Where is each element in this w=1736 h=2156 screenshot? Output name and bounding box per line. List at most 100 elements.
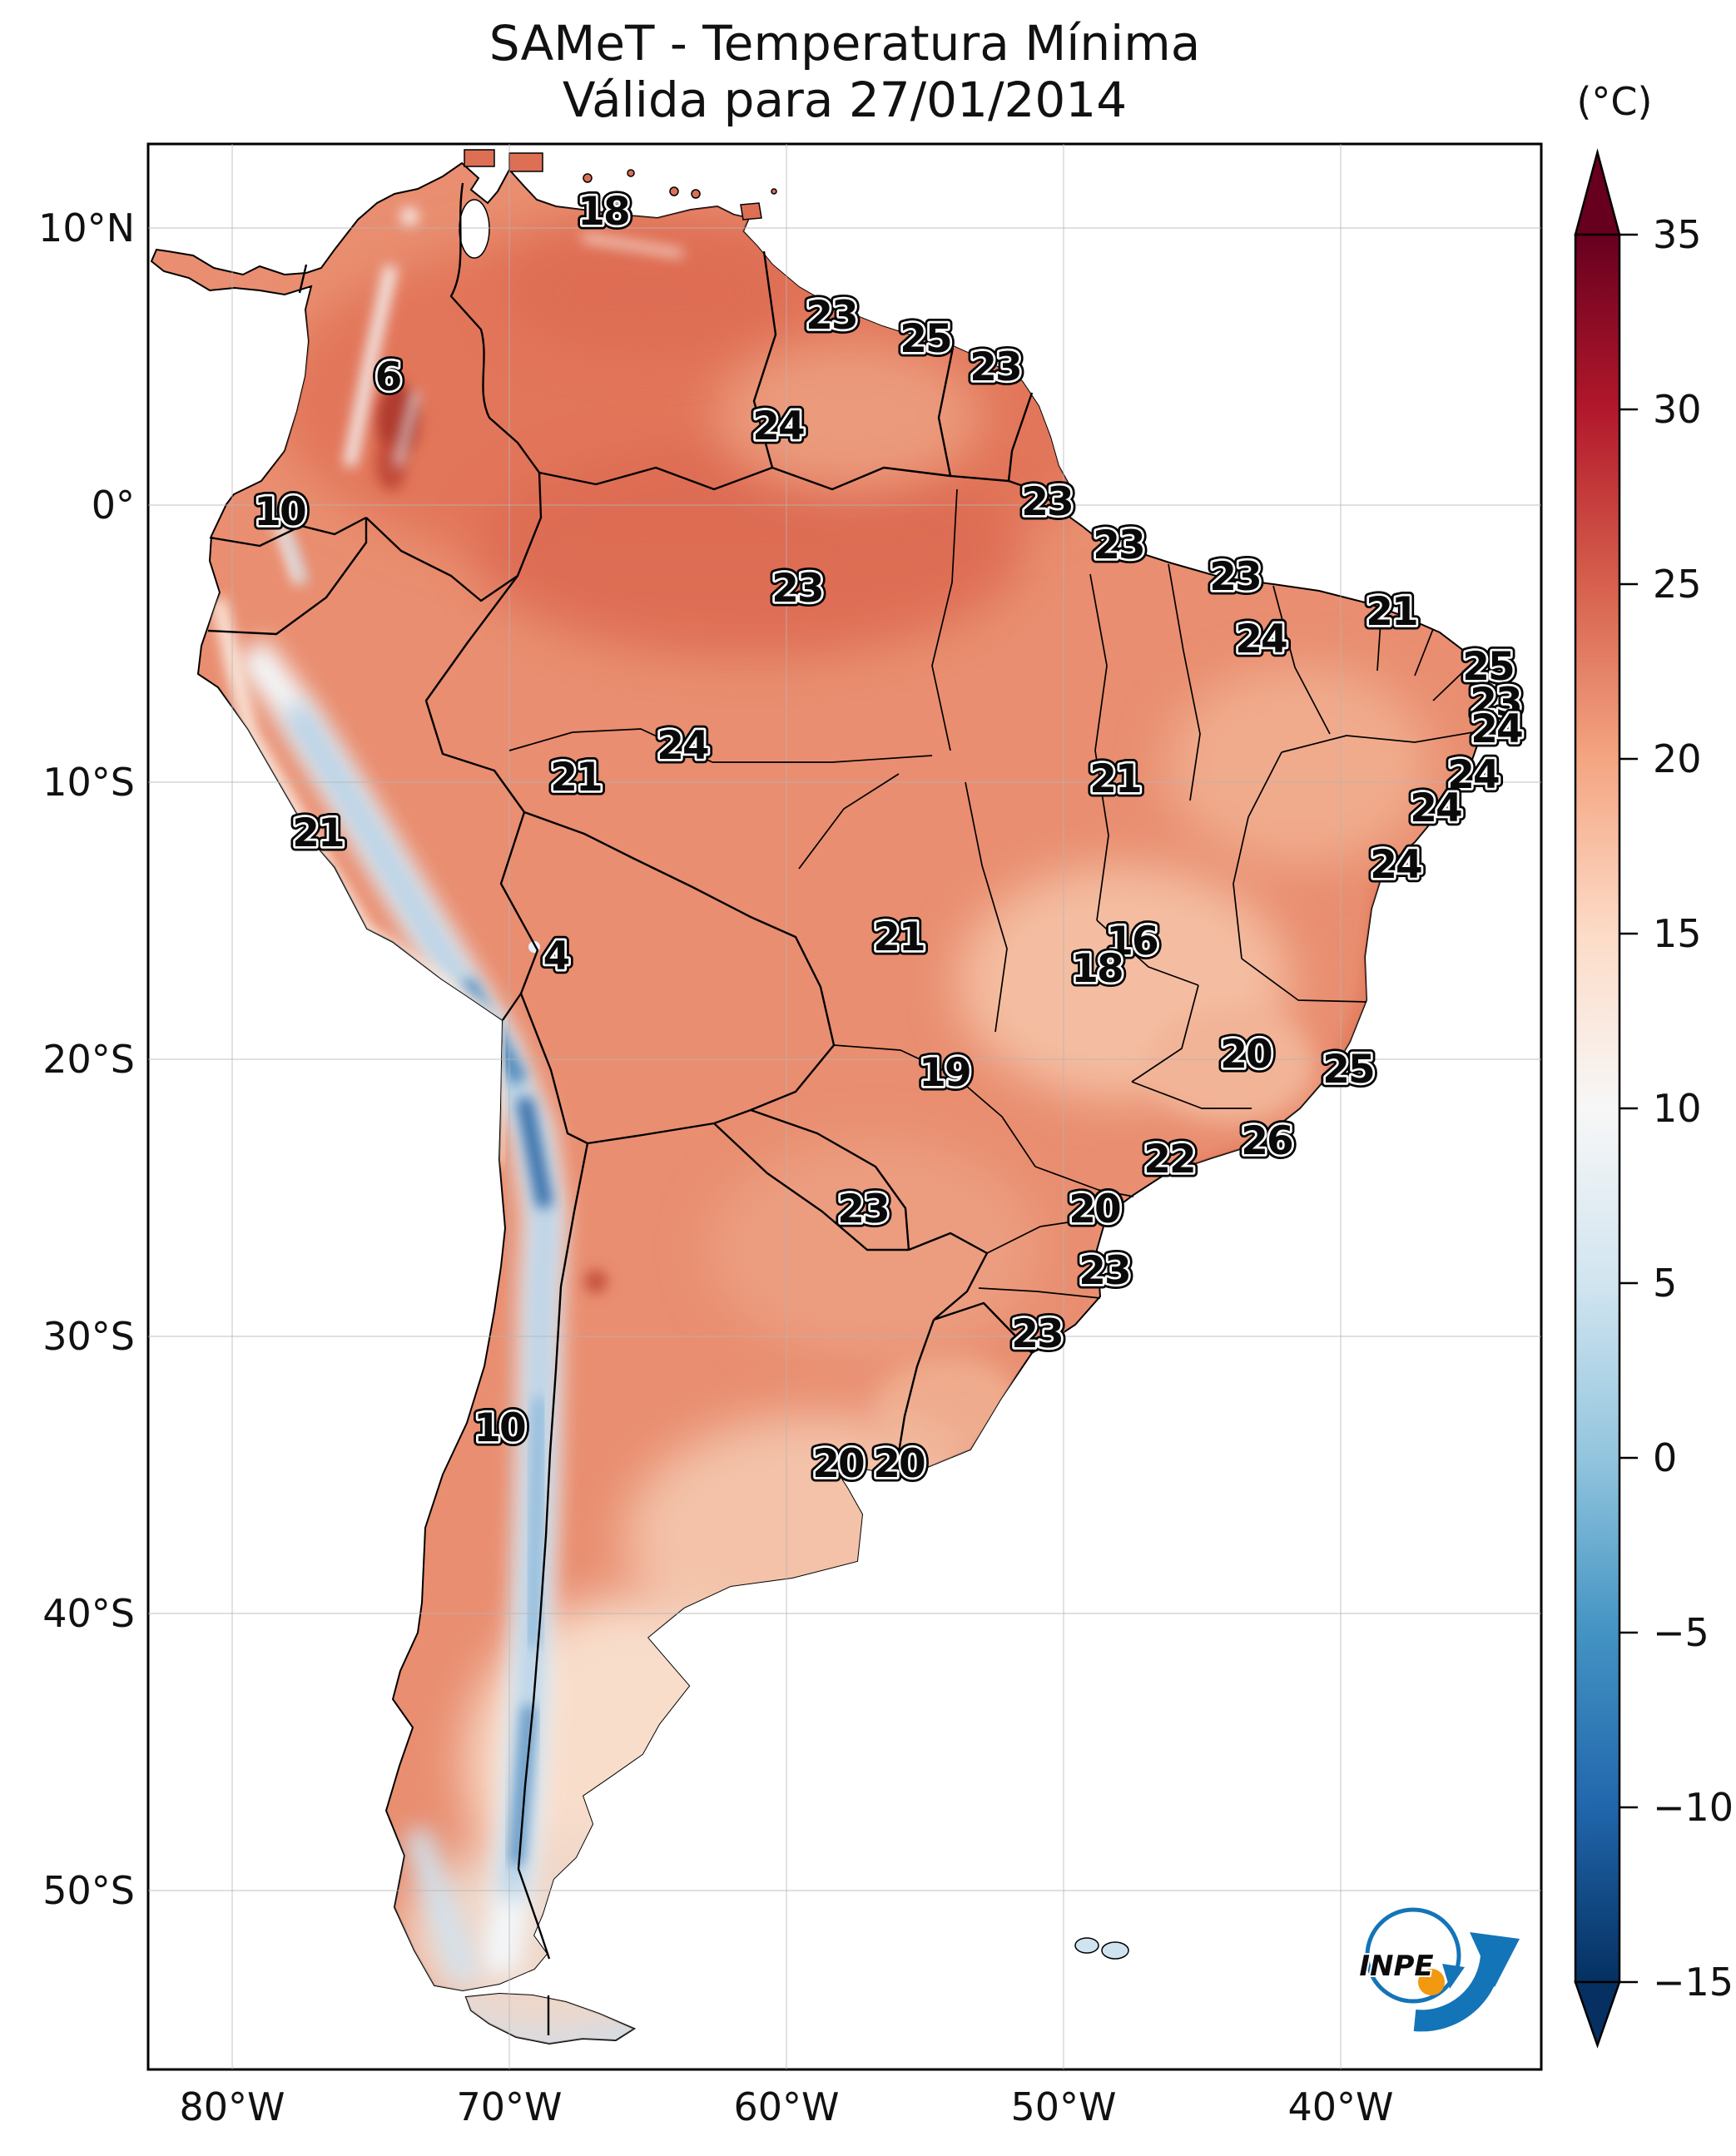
lat-tick-label: 20°S	[42, 1037, 135, 1082]
temp-label-halo: 23	[806, 293, 856, 339]
falkland-islands	[1074, 1937, 1129, 1960]
temp-label-halo: 23	[837, 1187, 888, 1232]
inpe-logo-text: INPE	[1359, 1950, 1433, 1983]
colorbar: (°C) 35 30 25 20 15 10 5 0 −5 −10 −15	[1574, 79, 1734, 2049]
temp-label: 20	[1220, 1032, 1272, 1078]
lon-tick-label: 70°W	[456, 2084, 562, 2129]
lake-maracaibo	[459, 199, 490, 259]
country-borders	[207, 182, 1059, 2035]
temp-label-halo: 24	[1410, 786, 1461, 831]
temp-label: 20	[873, 1441, 925, 1487]
temp-label-halo: 10	[254, 489, 305, 535]
temp-label: 24	[1370, 842, 1421, 888]
colorbar-tick-label: 5	[1653, 1261, 1677, 1306]
temp-label: 21	[1089, 756, 1140, 802]
temp-label: 23	[1209, 554, 1260, 600]
temp-label-halo: 20	[1220, 1032, 1272, 1078]
inpe-logo-arrowhead	[1470, 1932, 1520, 1987]
lat-tick-label: 10°N	[38, 206, 135, 250]
temp-label: 23	[837, 1187, 888, 1232]
temp-label: 23	[1011, 1311, 1062, 1357]
temp-label-halo: 20	[1069, 1187, 1120, 1232]
temp-label-halo: 24	[1471, 706, 1522, 752]
temp-label: 6	[375, 354, 401, 400]
lat-tick-label: 50°S	[42, 1868, 135, 1913]
temp-label: 10	[254, 489, 305, 535]
temp-label: 19	[919, 1050, 970, 1096]
temp-label-halo: 26	[1241, 1118, 1292, 1164]
temp-label-halo: 22	[1143, 1137, 1194, 1182]
temp-label: 24	[1410, 786, 1461, 831]
temp-label-halo: 25	[900, 316, 950, 362]
temp-label-halo: 19	[919, 1050, 970, 1096]
colorbar-tick-label: 30	[1653, 387, 1702, 432]
graticule	[148, 144, 1541, 2069]
lat-tick-label: 10°S	[42, 760, 135, 805]
colorbar-tick-label: −5	[1653, 1610, 1709, 1655]
lat-tick-label: 40°S	[42, 1591, 135, 1636]
colorbar-tick-label: −15	[1653, 1960, 1734, 2005]
inpe-logo: INPE	[1357, 1907, 1520, 2032]
temp-label: 21	[550, 755, 601, 800]
temp-label-halo: 24	[1235, 617, 1287, 662]
temp-label-halo: 23	[1011, 1311, 1062, 1357]
temp-label-halo: 21	[550, 755, 601, 800]
inpe-logo-swirl-arrowhead	[1442, 1964, 1465, 1989]
temp-label-halo: 21	[1366, 589, 1416, 635]
latitude-axis: 10°N 0° 10°S 20°S 30°S 40°S 50°S	[38, 206, 135, 1913]
temp-label: 18	[1071, 946, 1122, 992]
temp-label: 23	[970, 344, 1020, 390]
inpe-logo-orange-dot	[1418, 1969, 1445, 1995]
temperature-field	[211, 208, 1431, 2039]
temp-label: 4	[543, 934, 569, 979]
state-borders	[508, 488, 1484, 1299]
lon-tick-label: 40°W	[1287, 2084, 1393, 2129]
temp-label-halo: 23	[1093, 523, 1143, 568]
colorbar-tick-label: 10	[1653, 1086, 1702, 1131]
temp-label: 20	[1069, 1187, 1120, 1232]
temp-label-halo: 20	[812, 1441, 864, 1487]
colorbar-tick-label: 0	[1653, 1435, 1677, 1480]
colorbar-tick-label: 25	[1653, 562, 1702, 607]
temp-label-halo: 21	[1089, 756, 1140, 802]
temp-label-halo: 25	[1462, 644, 1513, 690]
lon-tick-label: 80°W	[179, 2084, 285, 2129]
colorbar-tick-label: 15	[1653, 911, 1702, 956]
temp-label: 21	[292, 810, 343, 856]
temp-label-halo: 21	[873, 914, 924, 960]
temp-label: 22	[1143, 1137, 1194, 1182]
lat-tick-label: 30°S	[42, 1314, 135, 1359]
lat-tick-label: 0°	[92, 483, 135, 528]
temp-label: 21	[1366, 589, 1416, 635]
temp-label: 18	[578, 189, 628, 235]
temp-label: 10	[474, 1405, 525, 1451]
figure-title-line1: SAMeT - Temperatura Mínima	[489, 15, 1201, 72]
temp-label-halo: 23	[771, 566, 822, 612]
temp-label-halo: 23	[1021, 479, 1072, 525]
temp-label-halo: 18	[1071, 946, 1122, 992]
lon-tick-label: 60°W	[733, 2084, 839, 2129]
temp-label-halo: 25	[1322, 1047, 1373, 1093]
temp-label-halo: 20	[873, 1441, 925, 1487]
temp-label: 24	[1471, 706, 1522, 752]
temp-label-halo: 23	[970, 344, 1020, 390]
temp-label-halo: 23	[1209, 554, 1260, 600]
temp-label: 24	[1447, 752, 1499, 798]
temp-label-halo: 24	[752, 404, 804, 449]
inpe-logo-ring	[1365, 1907, 1461, 2004]
temp-label-halo: 24	[1370, 842, 1421, 888]
temp-label: 25	[1462, 644, 1513, 690]
colorbar-ticks: 35 30 25 20 15 10 5 0 −5 −10 −15	[1619, 212, 1734, 2005]
temp-label: 24	[1235, 617, 1287, 662]
caribbean-islands	[464, 149, 777, 221]
colorbar-tick-label: 35	[1653, 212, 1702, 257]
colorbar-unit-label: (°C)	[1576, 79, 1652, 124]
temp-label: 24	[752, 404, 804, 449]
landmass	[151, 149, 1489, 2044]
figure-title-line2: Válida para 27/01/2014	[563, 72, 1127, 128]
temp-label-halo: 18	[578, 189, 628, 235]
temp-label-halo: 16	[1106, 919, 1158, 964]
temp-label: 23	[771, 566, 822, 612]
